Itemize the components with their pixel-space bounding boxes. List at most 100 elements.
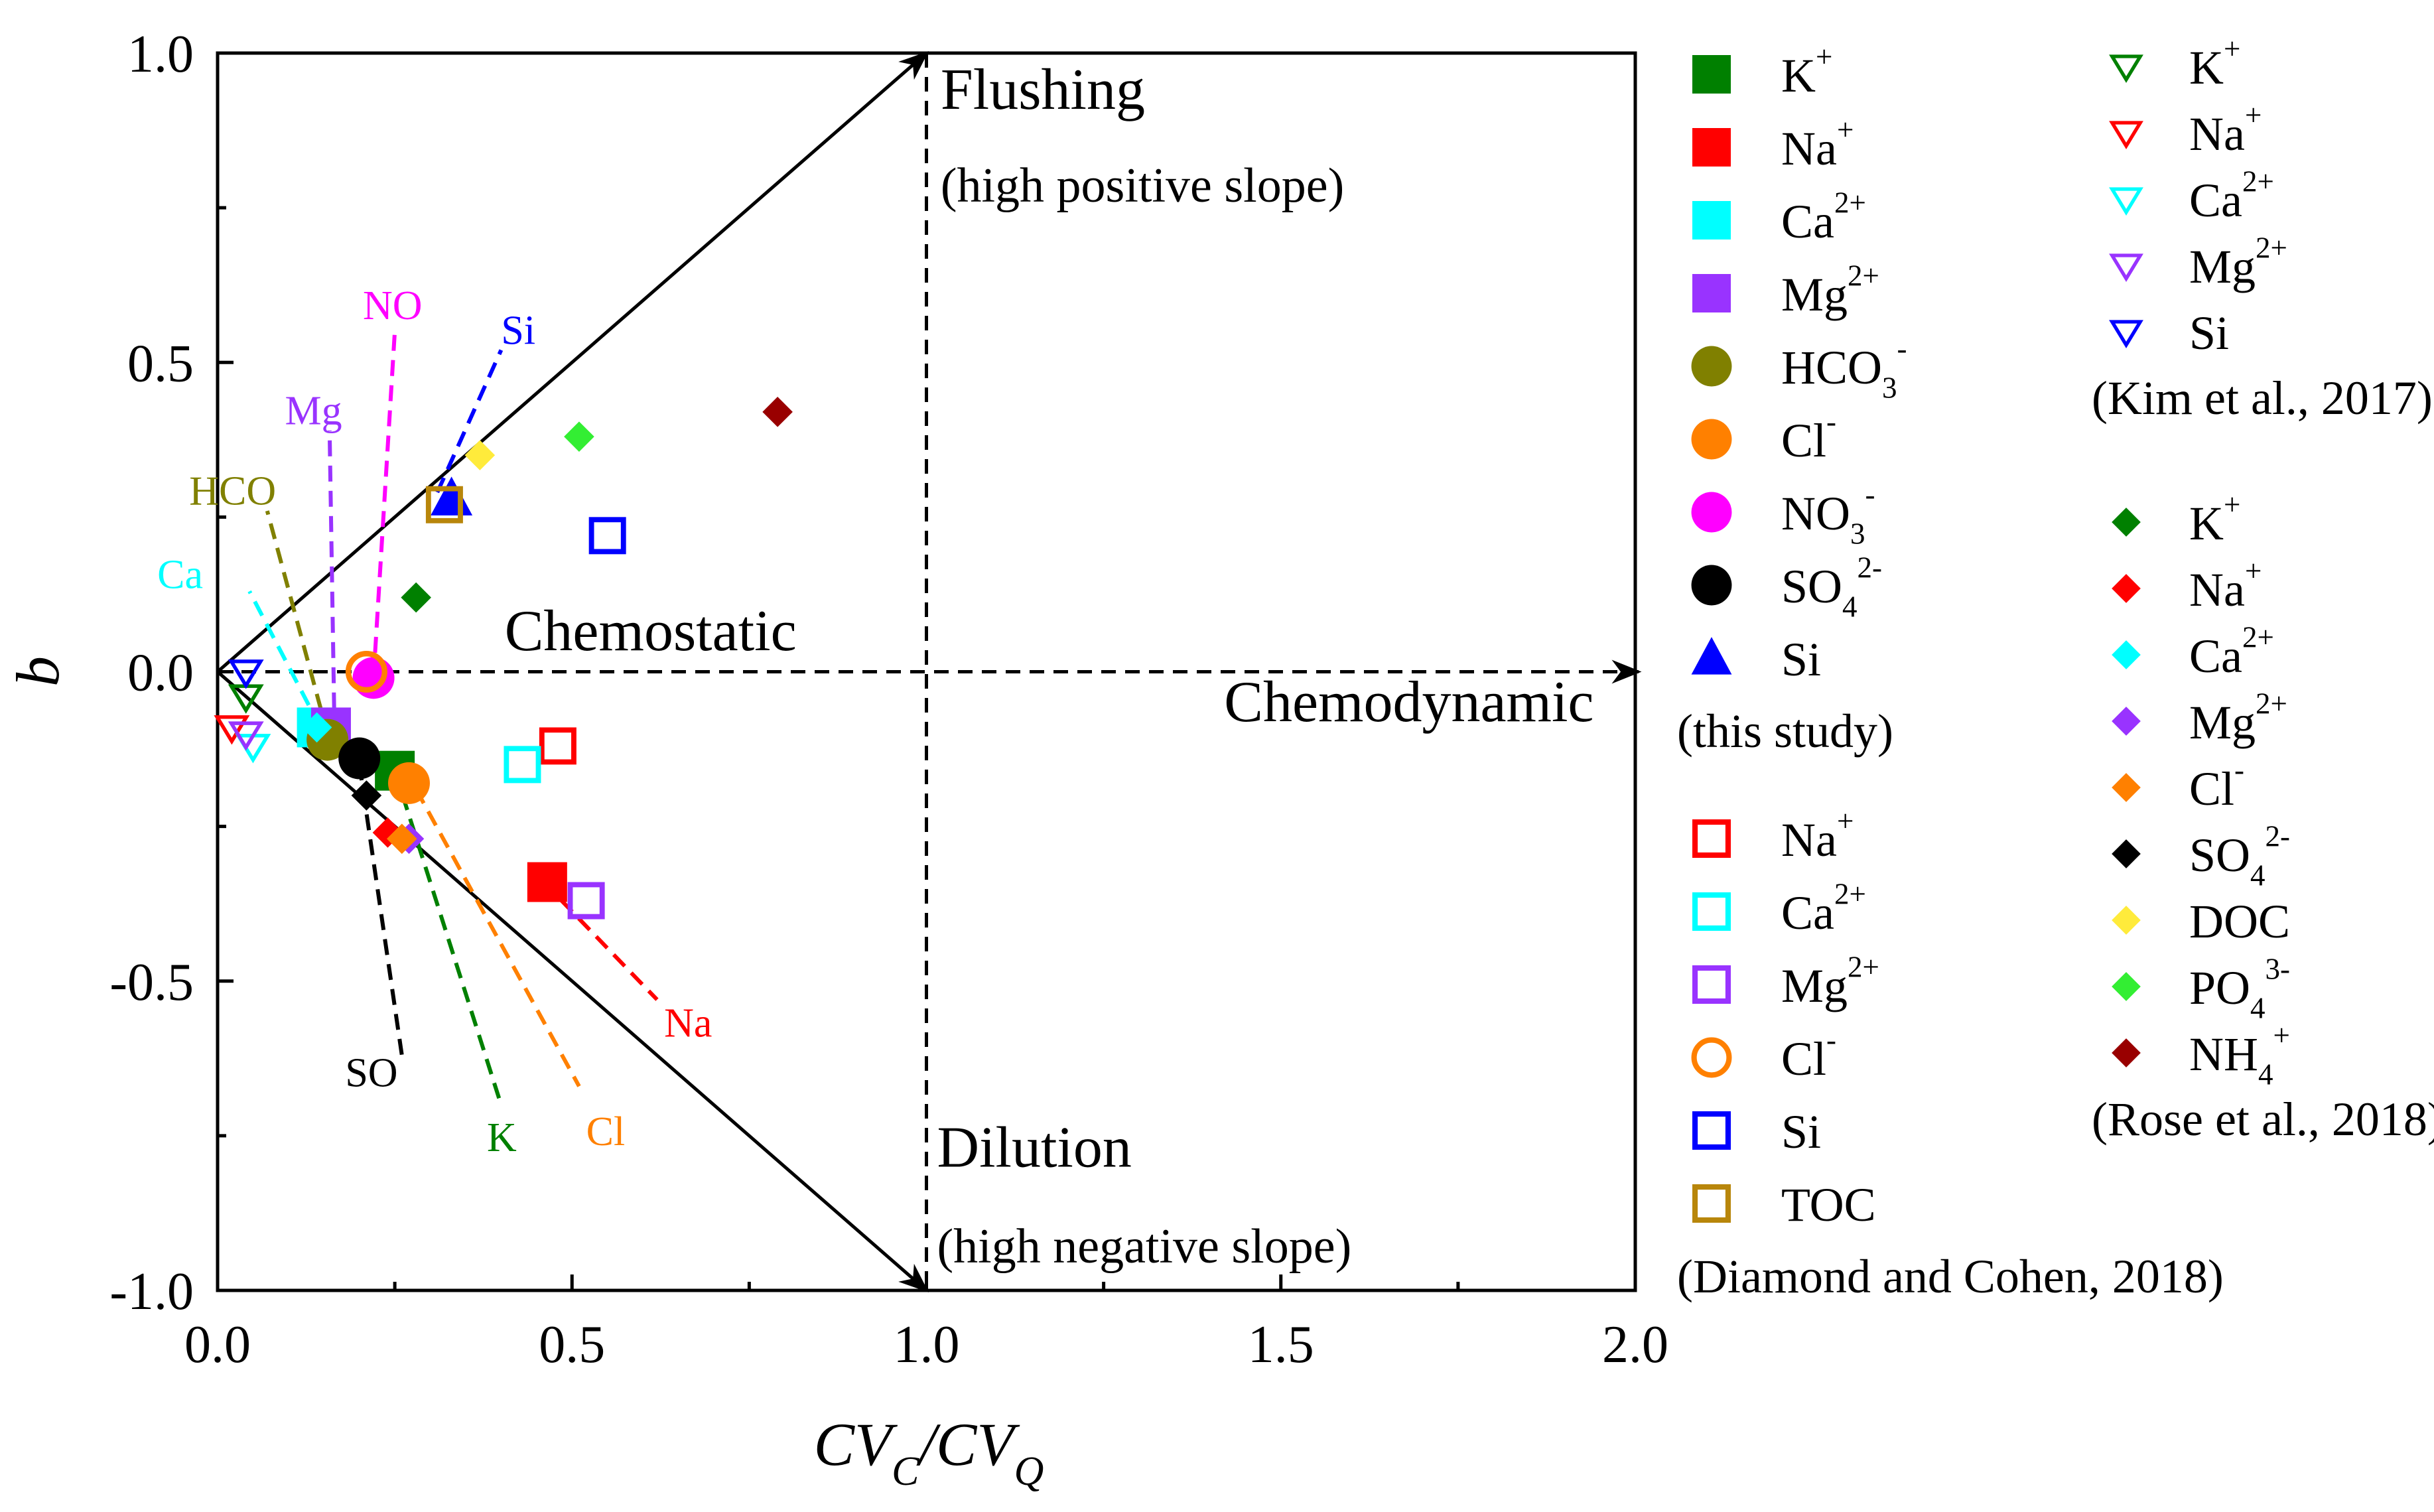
guide-lines bbox=[216, 51, 1642, 1292]
legend-label: NH4+ bbox=[2189, 1019, 2290, 1091]
data-point bbox=[567, 882, 605, 920]
legend-label: SO42- bbox=[1781, 551, 1882, 624]
annotation-text: (high positive slope) bbox=[941, 159, 1344, 213]
data-point bbox=[762, 397, 793, 427]
legend-label: Mg2+ bbox=[1781, 951, 1879, 1012]
legend-label: Na+ bbox=[1781, 113, 1854, 175]
legend-label: TOC bbox=[1781, 1178, 1876, 1231]
legend-source: (Kim et al., 2017) bbox=[2092, 372, 2433, 425]
legend-source: (this study) bbox=[1677, 705, 1893, 758]
legend-label: Na+ bbox=[2189, 555, 2262, 616]
legend-label: Na+ bbox=[2189, 99, 2262, 161]
regression-line bbox=[435, 349, 504, 494]
data-point bbox=[345, 651, 387, 693]
legend-marker bbox=[2112, 972, 2141, 1001]
annotation-text: Chemodynamic bbox=[1224, 670, 1593, 734]
legend-marker bbox=[1691, 346, 1732, 387]
data-point bbox=[338, 737, 381, 780]
legend-marker bbox=[2109, 121, 2143, 150]
legend-label: Na+ bbox=[1781, 805, 1854, 866]
legend-label: Ca2+ bbox=[2189, 165, 2274, 227]
legend-label: Si bbox=[2189, 307, 2229, 360]
legend-marker bbox=[2109, 187, 2143, 216]
legend-marker bbox=[2112, 906, 2141, 935]
data-point bbox=[228, 721, 264, 751]
legend: K+Na+Ca2+Mg2+HCO3-Cl-NO3-SO42-Si(this st… bbox=[1677, 33, 2434, 1303]
data-point bbox=[527, 862, 567, 902]
legend-marker bbox=[1692, 1184, 1731, 1223]
data-point bbox=[387, 762, 430, 804]
legend-marker bbox=[2112, 773, 2141, 802]
y-axis-label: b bbox=[4, 656, 72, 687]
y-tick-label: -0.5 bbox=[109, 953, 194, 1012]
legend-marker bbox=[1692, 965, 1731, 1004]
y-tick-label: -1.0 bbox=[109, 1263, 194, 1321]
legend-source: (Rose et al., 2018) bbox=[2092, 1093, 2434, 1146]
regression-line bbox=[393, 770, 504, 1106]
regression-line bbox=[327, 430, 337, 734]
regression-line bbox=[247, 590, 322, 728]
legend-marker bbox=[1691, 565, 1732, 606]
regression-label: Cl bbox=[586, 1109, 626, 1154]
legend-source: (Diamond and Cohen, 2018) bbox=[1677, 1250, 2224, 1303]
legend-label: K+ bbox=[2189, 488, 2240, 550]
annotations: Flushing (high positive slope) Chemostatic… bbox=[505, 58, 1594, 1274]
legend-label: K+ bbox=[2189, 33, 2240, 94]
annotation-text: Flushing bbox=[941, 58, 1145, 122]
legend-marker bbox=[1691, 492, 1732, 533]
legend-marker bbox=[2112, 839, 2141, 868]
legend-marker bbox=[2112, 640, 2141, 669]
data-point bbox=[301, 712, 332, 743]
axis-ticks: 0.0 0.5 1.0 1.5 2.0 1.0 0.5 0.0 -0.5 -1.0 bbox=[109, 25, 1668, 1374]
legend-marker bbox=[1692, 1111, 1731, 1150]
legend-label: HCO3- bbox=[1781, 332, 1907, 405]
data-point bbox=[425, 486, 463, 523]
legend-label: PO43- bbox=[2189, 953, 2290, 1025]
x-tick-label: 0.5 bbox=[539, 1316, 605, 1374]
legend-marker bbox=[1692, 201, 1731, 240]
legend-marker bbox=[1692, 892, 1731, 931]
legend-marker bbox=[1692, 55, 1731, 94]
legend-marker bbox=[1692, 128, 1731, 167]
y-tick-label: 0.5 bbox=[127, 334, 194, 393]
data-points bbox=[214, 397, 793, 920]
legend-marker bbox=[1692, 274, 1731, 312]
x-tick-label: 0.0 bbox=[184, 1316, 251, 1374]
legend-label: Mg2+ bbox=[2189, 232, 2287, 293]
data-point bbox=[588, 517, 626, 555]
legend-marker bbox=[2109, 54, 2143, 84]
data-point bbox=[228, 659, 264, 689]
legend-label: DOC bbox=[2189, 895, 2290, 948]
regression-label: Mg bbox=[285, 389, 342, 434]
legend-marker bbox=[2112, 707, 2141, 736]
data-point bbox=[352, 657, 395, 699]
legend-label: SO42- bbox=[2189, 820, 2290, 892]
x-tick-label: 1.0 bbox=[894, 1316, 960, 1374]
legend-label: K+ bbox=[1781, 40, 1832, 102]
legend-marker bbox=[2112, 508, 2141, 537]
dilution-arrow bbox=[216, 670, 929, 1292]
data-point bbox=[539, 727, 576, 765]
regression-line bbox=[414, 788, 581, 1087]
legend-marker bbox=[2109, 320, 2143, 349]
data-point bbox=[401, 582, 431, 613]
data-point bbox=[387, 823, 417, 855]
data-point bbox=[464, 440, 496, 470]
data-point bbox=[564, 421, 594, 452]
regression-label: Si bbox=[501, 308, 535, 353]
legend-marker bbox=[1691, 637, 1732, 675]
legend-label: Si bbox=[1781, 633, 1821, 686]
x-tick-label: 2.0 bbox=[1602, 1316, 1668, 1374]
data-point bbox=[351, 780, 382, 811]
legend-marker bbox=[2112, 574, 2141, 603]
y-tick-label: 0.0 bbox=[127, 644, 194, 703]
x-tick-label: 1.5 bbox=[1248, 1316, 1314, 1374]
regression-line bbox=[372, 331, 397, 679]
regression-label: Ca bbox=[157, 553, 203, 598]
regression-label: Na bbox=[664, 1001, 712, 1046]
regression-label: NO bbox=[363, 283, 423, 328]
legend-label: Ca2+ bbox=[2189, 621, 2274, 683]
legend-marker bbox=[1691, 419, 1732, 460]
